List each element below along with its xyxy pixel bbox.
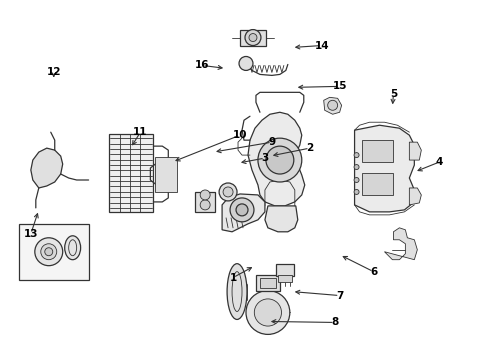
Bar: [240, 30, 266, 45]
Circle shape: [246, 291, 290, 334]
Circle shape: [266, 146, 294, 174]
Text: 9: 9: [269, 137, 275, 147]
Polygon shape: [355, 125, 415, 212]
Circle shape: [354, 177, 359, 183]
Text: 8: 8: [331, 318, 338, 328]
Circle shape: [200, 190, 210, 200]
Circle shape: [223, 187, 233, 197]
Text: 13: 13: [24, 229, 38, 239]
Bar: [362, 140, 393, 162]
Polygon shape: [222, 194, 265, 232]
Circle shape: [354, 165, 359, 170]
Polygon shape: [385, 228, 417, 260]
Text: 12: 12: [47, 67, 61, 77]
Text: 14: 14: [315, 41, 329, 50]
Bar: [195, 192, 215, 212]
Bar: [278, 275, 292, 282]
Text: 16: 16: [195, 60, 209, 71]
Circle shape: [230, 198, 254, 222]
Bar: [19, 224, 89, 280]
Bar: [256, 275, 280, 291]
Text: 7: 7: [336, 291, 343, 301]
Bar: [260, 278, 276, 288]
Polygon shape: [248, 112, 305, 206]
Polygon shape: [409, 188, 421, 205]
Ellipse shape: [65, 236, 81, 260]
Bar: [362, 173, 393, 195]
Circle shape: [45, 248, 53, 256]
Circle shape: [41, 244, 57, 260]
Bar: [276, 264, 294, 276]
Text: 11: 11: [133, 127, 147, 137]
Bar: [155, 157, 177, 192]
Text: 2: 2: [306, 143, 314, 153]
Circle shape: [254, 299, 281, 326]
Circle shape: [354, 153, 359, 158]
Polygon shape: [409, 142, 421, 160]
Ellipse shape: [227, 264, 247, 319]
Circle shape: [219, 183, 237, 201]
Circle shape: [239, 57, 253, 71]
Circle shape: [200, 200, 210, 210]
Text: 1: 1: [229, 273, 237, 283]
Circle shape: [35, 238, 63, 266]
Bar: [108, 134, 153, 212]
Polygon shape: [324, 97, 342, 114]
Text: 15: 15: [332, 81, 347, 91]
Circle shape: [328, 100, 338, 110]
Circle shape: [236, 204, 248, 216]
Polygon shape: [31, 148, 63, 188]
Text: 10: 10: [233, 130, 247, 140]
Polygon shape: [265, 206, 298, 232]
Text: 4: 4: [436, 157, 443, 167]
Text: 3: 3: [261, 153, 269, 163]
Circle shape: [245, 30, 261, 45]
Circle shape: [258, 138, 302, 182]
Circle shape: [354, 189, 359, 194]
Text: 5: 5: [390, 89, 397, 99]
Circle shape: [249, 33, 257, 41]
Text: 6: 6: [370, 267, 377, 276]
